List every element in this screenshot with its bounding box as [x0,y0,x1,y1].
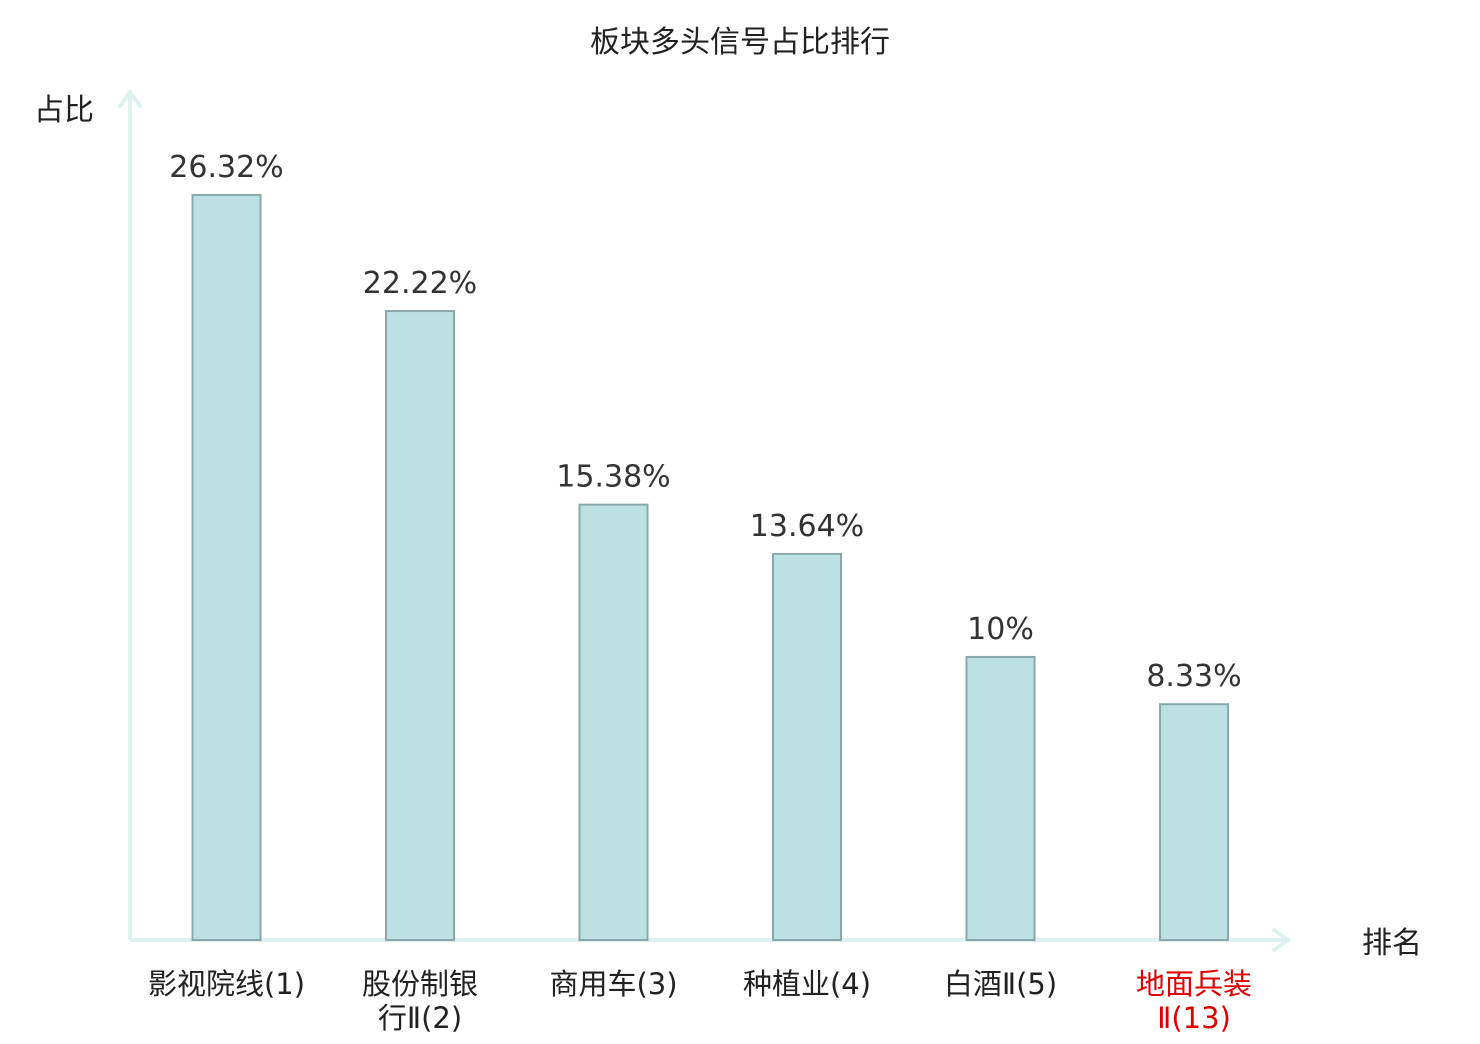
x-tick-label: Ⅱ(13) [1157,1001,1231,1035]
x-tick-label: 地面兵装 [1136,967,1252,1001]
bar [965,655,1036,942]
x-tick-label: 商用车(3) [549,967,677,1001]
x-tick-label: 白酒Ⅱ(5) [944,967,1057,1001]
x-axis-arrow [1272,928,1292,952]
data-label: 10% [967,612,1034,647]
bars-group [191,194,1229,942]
y-axis-label: 占比 [34,93,94,128]
x-tick-label: 影视院线(1) [148,967,305,1001]
bar [578,503,649,941]
x-tick-label: 行Ⅱ(2) [378,1001,462,1035]
x-tick-label: 种植业(4) [743,967,871,1001]
x-tick-label: 股份制银 [362,967,478,1001]
bar [385,310,455,941]
x-axis-label: 排名 [1362,926,1422,961]
axes [118,88,1292,952]
data-label: 13.64% [750,509,864,544]
value-labels-group: 26.32% 22.22% 15.38% 13.64% 10% 8.33% [169,150,1241,694]
data-label: 22.22% [363,266,477,301]
bar [1159,703,1229,942]
data-label: 15.38% [556,460,670,495]
data-label: 8.33% [1146,659,1241,694]
y-axis-arrow [118,88,142,108]
bar [772,552,842,942]
bar [191,194,262,941]
data-label: 26.32% [169,150,283,185]
chart-title: 板块多头信号占比排行 [590,25,890,60]
